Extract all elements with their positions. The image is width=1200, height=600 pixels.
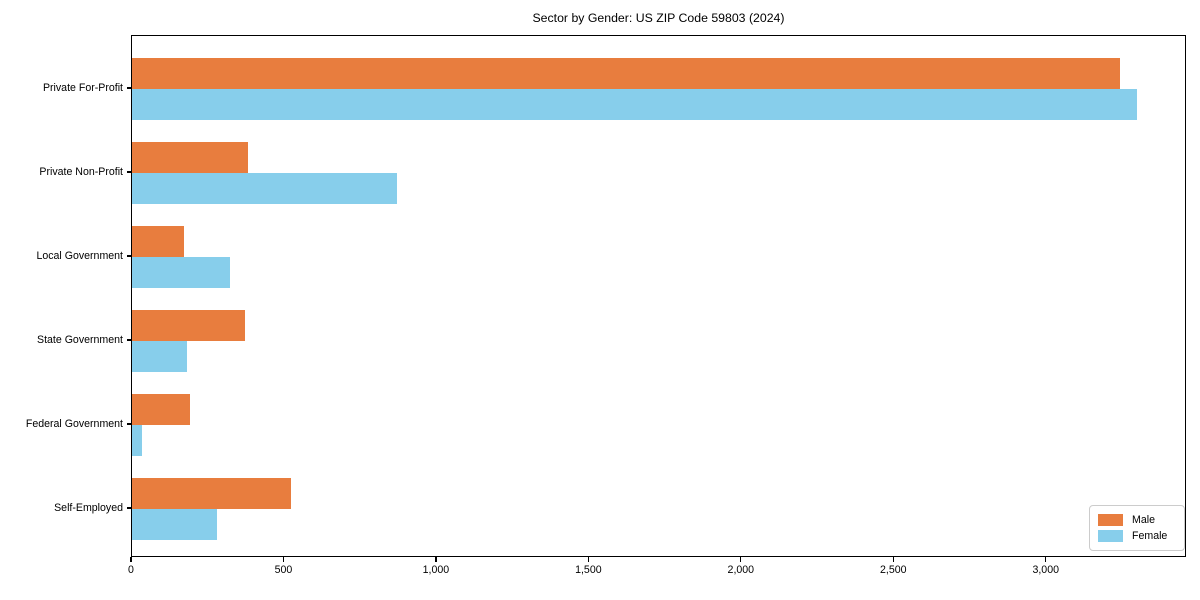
x-axis-tick (435, 557, 437, 562)
legend-label: Male (1132, 514, 1155, 526)
legend-item-male: Male (1098, 512, 1176, 528)
x-axis-tick (282, 557, 285, 562)
x-axis-tick-label: 500 (274, 564, 293, 576)
bar-female-0 (132, 89, 1137, 120)
x-axis-tick-label: 3,000 (1032, 564, 1059, 576)
legend-swatch-male (1098, 514, 1123, 526)
bar-male-0 (132, 58, 1120, 89)
x-axis-tick (587, 557, 589, 562)
y-axis-label: Private For-Profit (42, 82, 123, 94)
bar-male-4 (132, 394, 190, 425)
legend-item-female: Female (1098, 528, 1176, 544)
y-axis-label: Federal Government (25, 418, 123, 430)
bar-male-1 (132, 142, 248, 173)
legend-label: Female (1132, 530, 1168, 542)
x-axis-tick-label: 1,000 (422, 564, 450, 576)
bar-female-4 (132, 425, 143, 456)
y-axis-label: Private Non-Profit (39, 166, 123, 178)
plot-area (131, 35, 1186, 557)
x-axis-tick (740, 557, 742, 562)
x-axis-tick-label: 2,000 (727, 564, 755, 576)
y-axis-tick (126, 255, 131, 257)
bar-male-3 (132, 310, 245, 341)
y-axis-label: State Government (37, 334, 123, 346)
x-axis-tick-label: 1,500 (575, 564, 602, 576)
y-axis-tick (126, 171, 131, 173)
bar-male-5 (132, 478, 291, 509)
bar-female-3 (132, 341, 187, 372)
chart-title: Sector by Gender: US ZIP Code 59803 (202… (532, 11, 785, 25)
x-axis-tick (130, 557, 132, 562)
bar-female-2 (132, 257, 230, 288)
bar-female-1 (132, 173, 398, 204)
legend: Male Female (1089, 505, 1185, 551)
y-axis-tick (126, 507, 131, 509)
y-axis-tick (126, 339, 131, 341)
x-axis-tick-label: 2,500 (880, 564, 907, 576)
bar-female-5 (132, 509, 217, 540)
legend-swatch-female (1098, 530, 1123, 542)
y-axis-label: Local Government (36, 250, 123, 262)
y-axis-tick (126, 423, 131, 425)
y-axis-label: Self-Employed (54, 502, 123, 514)
x-axis-tick-label: 0 (128, 564, 134, 576)
x-axis-tick (892, 557, 894, 562)
bar-male-2 (132, 226, 184, 257)
y-axis-tick (126, 87, 131, 89)
x-axis-tick (1045, 557, 1047, 562)
